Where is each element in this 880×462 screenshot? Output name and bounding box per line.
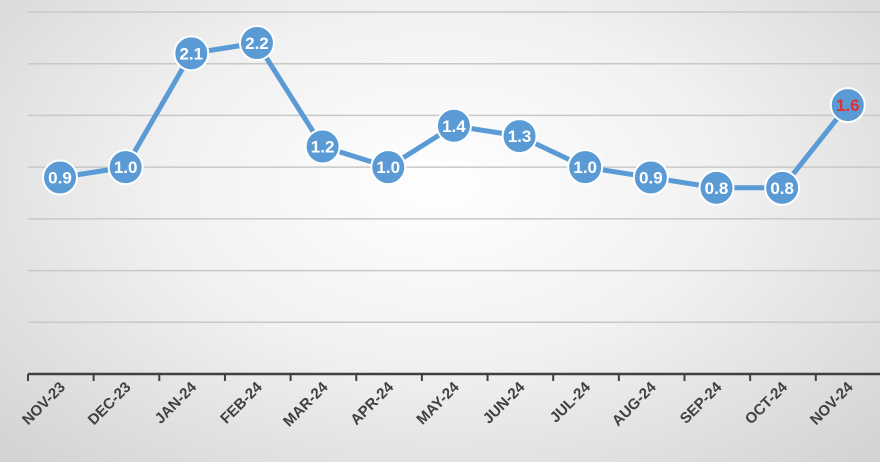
data-point	[370, 149, 407, 186]
data-point	[632, 159, 669, 196]
data-label: 1.0	[573, 158, 597, 177]
data-point	[173, 35, 210, 72]
data-labels: 0.9 1.0 2.1 2.2 1.2 1.0 1.4 1.3 1.0 0.9 0.8 0.8 1.6	[48, 34, 859, 198]
data-point	[698, 169, 735, 206]
data-label: 2.2	[245, 34, 269, 53]
data-point	[764, 169, 801, 206]
data-label: 1.2	[311, 137, 335, 156]
data-markers	[42, 25, 866, 206]
data-label: 1.4	[442, 117, 466, 136]
x-tick-label: OCT-24	[742, 378, 792, 428]
data-label: 1.3	[508, 127, 532, 146]
data-point	[435, 107, 472, 144]
data-point	[238, 25, 275, 62]
data-point	[829, 87, 866, 124]
x-tick-label: JUL-24	[547, 378, 595, 426]
x-tick-labels: NOV-23 DEC-23 JAN-24 FEB-24 MAR-24 APR-24 MAY-…	[19, 378, 857, 430]
x-tick-label: MAR-24	[280, 378, 332, 430]
data-point	[567, 149, 604, 186]
x-tick-label: AUG-24	[609, 378, 660, 429]
data-label: 0.9	[48, 168, 72, 187]
data-label: 1.6	[836, 96, 860, 115]
data-point	[501, 118, 538, 155]
data-label: 0.8	[770, 179, 794, 198]
x-tick-label: NOV-24	[807, 378, 857, 428]
x-axis	[27, 372, 880, 381]
x-tick-label: MAY-24	[413, 378, 463, 428]
data-label: 1.0	[114, 158, 138, 177]
x-tick-label: JAN-24	[152, 378, 201, 427]
data-label: 0.8	[705, 179, 729, 198]
x-tick-label: NOV-23	[19, 379, 69, 429]
x-tick-label: DEC-23	[85, 379, 135, 429]
x-tick-label: SEP-24	[677, 378, 726, 427]
gridlines	[28, 11, 880, 324]
data-point	[107, 149, 144, 186]
data-label: 0.9	[639, 168, 663, 187]
x-tick-label: JUN-24	[480, 378, 529, 427]
data-label: 2.1	[179, 44, 203, 63]
x-tick-label: APR-24	[347, 378, 397, 428]
data-label: 1.0	[376, 158, 400, 177]
data-point	[42, 159, 78, 196]
data-point	[304, 128, 341, 165]
x-tick-label: FEB-24	[217, 378, 266, 427]
